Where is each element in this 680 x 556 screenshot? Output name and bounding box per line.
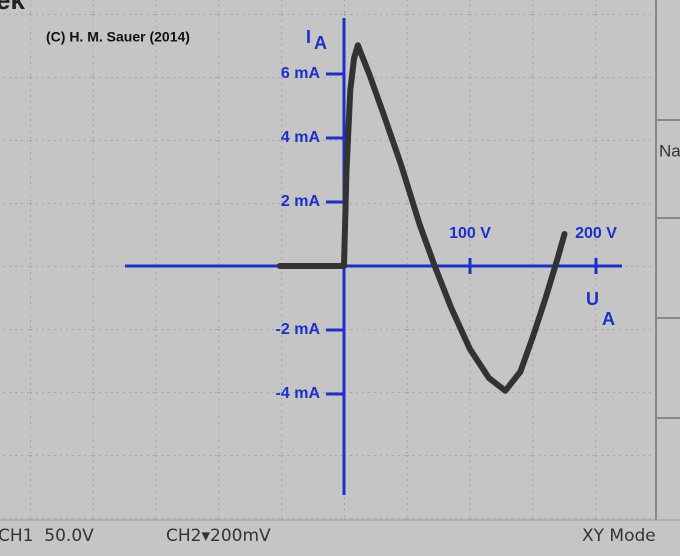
x-tick-label: 100 V: [449, 225, 491, 242]
graticule: [0, 0, 656, 520]
x-tick-label: 200 V: [575, 225, 617, 242]
status-ch2: CH2▾200mV: [166, 526, 271, 546]
menu-text: Na: [659, 141, 680, 160]
trace: [276, 42, 568, 394]
y-tick-label: -2 mA: [276, 321, 321, 338]
cut-text: ek: [0, 0, 25, 15]
x-label-sub: A: [602, 309, 615, 329]
y-label-sub: A: [314, 33, 327, 53]
y-tick-label: -4 mA: [276, 385, 321, 402]
y-tick-label: 2 mA: [281, 193, 321, 210]
status-mode: XY Mode: [582, 526, 656, 546]
status-ch1: CH1 50.0V: [0, 526, 94, 546]
credit: (C) H. M. Sauer (2014): [46, 29, 190, 45]
y-label: I: [306, 27, 311, 47]
y-tick-label: 6 mA: [281, 65, 321, 82]
x-label: U: [586, 289, 599, 309]
y-tick-label: 4 mA: [281, 129, 321, 146]
